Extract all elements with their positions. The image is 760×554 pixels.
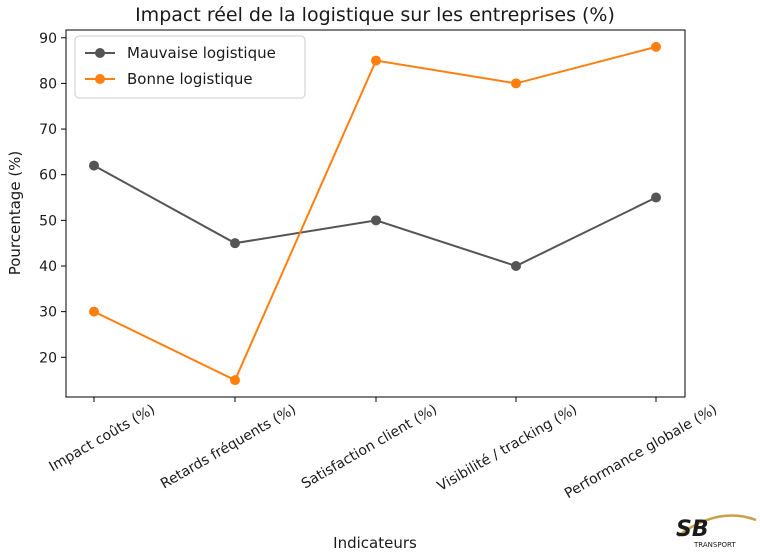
x-axis-ticks: Impact coûts (%) Retards fréquents (%) Sat… bbox=[47, 397, 720, 502]
x-tick-label: Satisfaction client (%) bbox=[299, 402, 440, 493]
x-tick-label: Performance globale (%) bbox=[562, 402, 720, 502]
data-point bbox=[89, 160, 99, 171]
data-point bbox=[511, 78, 521, 89]
y-axis-ticks: 20 30 40 50 60 70 80 90 bbox=[39, 31, 66, 366]
x-tick-label: Retards fréquents (%) bbox=[158, 402, 299, 493]
chart-title: Impact réel de la logistique sur les ent… bbox=[135, 4, 615, 26]
x-axis-label: Indicateurs bbox=[333, 534, 417, 552]
x-tick-label: Visibilité / tracking (%) bbox=[435, 402, 580, 495]
logo-mark: SB bbox=[676, 517, 709, 542]
y-tick-label: 70 bbox=[39, 122, 57, 138]
data-point bbox=[651, 41, 661, 52]
data-point bbox=[371, 55, 381, 66]
y-tick-label: 20 bbox=[39, 350, 57, 366]
logo-text: TRANSPORT bbox=[693, 541, 736, 549]
logo-swoosh bbox=[677, 514, 757, 538]
y-tick-label: 30 bbox=[39, 305, 57, 321]
data-point bbox=[230, 375, 240, 386]
legend-box bbox=[74, 35, 306, 99]
data-point bbox=[651, 192, 661, 203]
data-point bbox=[511, 260, 521, 271]
data-point bbox=[230, 238, 240, 249]
x-tick-label: Impact coûts (%) bbox=[47, 402, 158, 476]
legend-label-bonne: Bonne logistique bbox=[127, 70, 253, 88]
y-axis-label: Pourcentage (%) bbox=[6, 151, 24, 276]
y-tick-label: 50 bbox=[39, 213, 57, 229]
sb-transport-logo: SB TRANSPORT bbox=[676, 514, 757, 549]
y-tick-label: 60 bbox=[39, 168, 57, 184]
y-tick-label: 40 bbox=[39, 259, 57, 275]
data-point bbox=[89, 306, 99, 317]
legend-marker-mauvaise bbox=[95, 48, 105, 58]
series-lines bbox=[89, 41, 661, 386]
data-point bbox=[371, 215, 381, 226]
legend: Mauvaise logistique Bonne logistique bbox=[74, 35, 306, 99]
y-tick-label: 80 bbox=[39, 76, 57, 92]
legend-marker-bonne bbox=[95, 74, 105, 84]
y-tick-label: 90 bbox=[39, 31, 57, 47]
legend-label-mauvaise: Mauvaise logistique bbox=[127, 44, 276, 62]
